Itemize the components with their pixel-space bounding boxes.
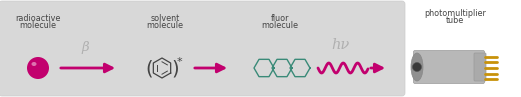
Circle shape: [27, 57, 49, 79]
Text: radioactive: radioactive: [15, 14, 60, 23]
Text: molecule: molecule: [262, 21, 299, 30]
Ellipse shape: [411, 53, 423, 81]
Text: β: β: [81, 42, 89, 55]
Text: tube: tube: [446, 16, 464, 25]
Text: solvent: solvent: [151, 14, 180, 23]
Text: molecule: molecule: [146, 21, 183, 30]
Text: *: *: [176, 57, 182, 67]
FancyBboxPatch shape: [474, 53, 486, 81]
Text: (: (: [145, 59, 153, 78]
Text: molecule: molecule: [19, 21, 56, 30]
Text: fluor: fluor: [271, 14, 289, 23]
Ellipse shape: [31, 62, 36, 66]
Circle shape: [413, 62, 421, 71]
Text: hν: hν: [331, 38, 349, 52]
FancyBboxPatch shape: [414, 51, 485, 84]
FancyBboxPatch shape: [0, 1, 405, 96]
Text: photomultiplier: photomultiplier: [424, 9, 486, 18]
Text: ): ): [171, 59, 179, 78]
